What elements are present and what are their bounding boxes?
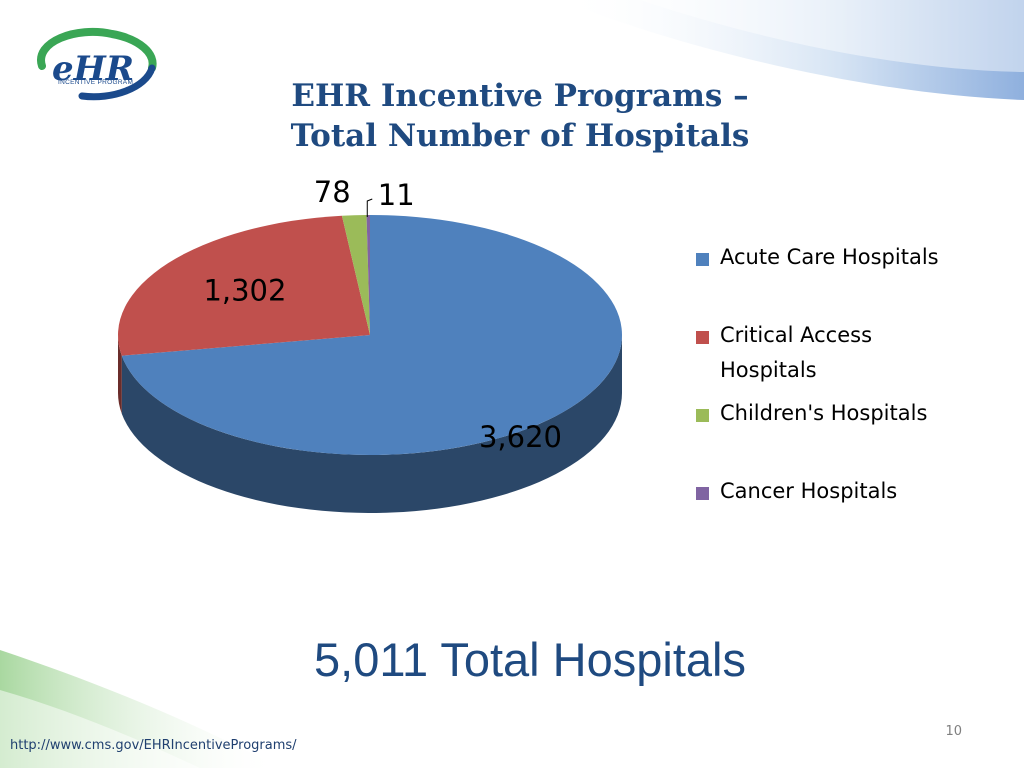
total-hospitals: 5,011 Total Hospitals: [314, 633, 746, 686]
legend-swatch-critical-access: [696, 331, 709, 344]
data-label-childrens: 78: [314, 175, 351, 209]
data-label-acute-care: 3,620: [479, 420, 562, 454]
pie-slice-critical-access: [117, 215, 370, 356]
pie-side-acute-care: [121, 335, 623, 514]
legend-label-childrens: Children's Hospitals: [720, 401, 928, 425]
legend-item-cancer: Cancer Hospitals: [696, 474, 996, 509]
top-right-swoosh: [560, 0, 1024, 100]
legend-item-critical-access: Critical Access Hospitals: [696, 318, 996, 388]
logo-ring-icon: [78, 64, 156, 101]
data-label-critical-access: 1,302: [203, 273, 286, 307]
pie-slice-acute-care: [121, 215, 623, 456]
legend-item-acute-care: Acute Care Hospitals: [696, 240, 996, 275]
slide-number: 10: [945, 724, 962, 739]
top-right-swoosh-inner: [640, 0, 1024, 72]
data-label-cancer: 11: [378, 178, 415, 212]
legend-swatch-cancer: [696, 487, 709, 500]
logo-wordmark: eHR: [52, 49, 134, 89]
leader-line-cancer: [366, 198, 373, 218]
pie-side-critical-access: [118, 335, 122, 414]
source-link[interactable]: http://www.cms.gov/EHRIncentivePrograms/: [10, 738, 297, 753]
pie-chart: 3,620 1,302 78 11: [117, 175, 623, 514]
pie-slice-childrens: [341, 215, 370, 335]
legend-label-acute-care: Acute Care Hospitals: [720, 245, 939, 269]
pie-slice-cancer: [366, 215, 370, 335]
slide-title-line1: EHR Incentive Programs –: [291, 78, 749, 114]
legend-label-critical-access: Critical Access Hospitals: [720, 323, 873, 382]
ehr-logo: eHR: [28, 26, 160, 102]
legend-item-childrens: Children's Hospitals: [696, 396, 996, 431]
slide-title-line2: Total Number of Hospitals: [290, 118, 750, 154]
logo-tagline: INCENTIVE PROGRAM: [58, 79, 134, 86]
bottom-left-swoosh-inner: [0, 690, 200, 768]
legend-swatch-acute-care: [696, 253, 709, 266]
logo-swoosh-icon: [37, 27, 157, 72]
legend-label-cancer: Cancer Hospitals: [720, 479, 898, 503]
legend-swatch-childrens: [696, 409, 709, 422]
